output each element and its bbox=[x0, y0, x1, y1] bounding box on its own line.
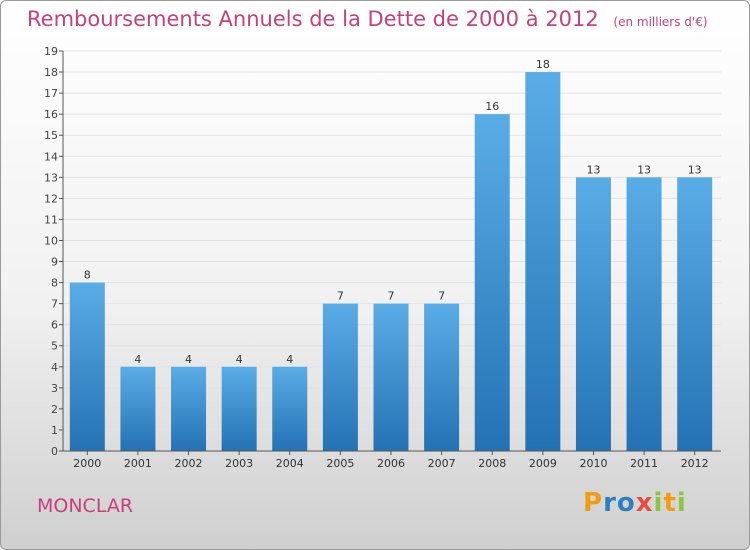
x-tick-label-2001: 2001 bbox=[124, 457, 152, 470]
bar-2006 bbox=[373, 303, 409, 451]
data-label-2004: 4 bbox=[286, 353, 293, 366]
data-label-2005: 7 bbox=[337, 290, 344, 303]
x-tick-label-2003: 2003 bbox=[225, 457, 253, 470]
logo-letter: i bbox=[676, 488, 687, 518]
bar-2007 bbox=[424, 303, 460, 451]
y-tick-label: 12 bbox=[44, 192, 58, 205]
x-tick-label-2000: 2000 bbox=[73, 457, 101, 470]
x-tick-label-2005: 2005 bbox=[326, 457, 354, 470]
chart-unit: (en milliers d'€) bbox=[613, 15, 708, 29]
data-label-2010: 13 bbox=[586, 163, 600, 176]
logo-letter: x bbox=[635, 488, 654, 518]
bar-2011 bbox=[626, 177, 662, 451]
x-tick-label-2006: 2006 bbox=[377, 457, 405, 470]
x-tick-label-2009: 2009 bbox=[529, 457, 557, 470]
y-tick-label: 18 bbox=[44, 66, 58, 79]
x-tick-label-2004: 2004 bbox=[276, 457, 304, 470]
y-tick-label: 10 bbox=[44, 234, 58, 247]
y-tick-label: 0 bbox=[51, 445, 58, 458]
y-tick-label: 8 bbox=[51, 277, 58, 290]
bar-2002 bbox=[171, 366, 207, 451]
bar-2003 bbox=[221, 366, 257, 451]
data-label-2001: 4 bbox=[134, 353, 141, 366]
bar-2008 bbox=[474, 114, 510, 451]
data-label-2006: 7 bbox=[388, 290, 395, 303]
y-tick-label: 14 bbox=[44, 150, 58, 163]
bar-2000 bbox=[69, 282, 105, 451]
y-tick-label: 9 bbox=[51, 256, 58, 269]
x-tick-label-2011: 2011 bbox=[630, 457, 658, 470]
logo-letter: i bbox=[653, 488, 664, 518]
data-label-2009: 18 bbox=[536, 58, 550, 71]
x-axis: 2000 2001 2002 2003 2004 2005 2006 2007 2008 2009… bbox=[63, 450, 721, 470]
town-name: MONCLAR bbox=[37, 495, 134, 517]
y-tick-label: 7 bbox=[51, 298, 58, 311]
data-label-2008: 16 bbox=[485, 100, 499, 113]
data-label-2000: 8 bbox=[84, 269, 91, 282]
x-tick-label-2012: 2012 bbox=[681, 457, 709, 470]
y-tick-label: 1 bbox=[51, 424, 58, 437]
y-tick-label: 19 bbox=[44, 45, 58, 58]
bar-2010 bbox=[575, 177, 611, 451]
bar-2001 bbox=[120, 366, 156, 451]
y-tick-label: 13 bbox=[44, 171, 58, 184]
y-tick-label: 17 bbox=[44, 87, 58, 100]
data-label-2012: 13 bbox=[688, 163, 702, 176]
x-tick-label-2008: 2008 bbox=[478, 457, 506, 470]
y-tick-label: 3 bbox=[51, 382, 58, 395]
y-tick-label: 2 bbox=[51, 403, 58, 416]
data-label-2007: 7 bbox=[438, 290, 445, 303]
y-tick-label: 4 bbox=[51, 361, 58, 374]
data-label-2011: 13 bbox=[637, 163, 651, 176]
y-tick-label: 6 bbox=[51, 319, 58, 332]
x-tick-label-2007: 2007 bbox=[428, 457, 456, 470]
y-tick-label: 15 bbox=[44, 129, 58, 142]
chart-title: Remboursements Annuels de la Dette de 20… bbox=[27, 7, 708, 31]
bar-2004 bbox=[272, 366, 308, 451]
data-label-2002: 4 bbox=[185, 353, 192, 366]
bars-group: 8 4 4 4 4 7 7 7 16 18 13 13 13 bbox=[69, 58, 713, 451]
bar-2012 bbox=[677, 177, 713, 451]
bar-2009 bbox=[525, 72, 561, 451]
y-tick-label: 16 bbox=[44, 108, 58, 121]
logo-letter: o bbox=[616, 488, 636, 518]
chart-title-text: Remboursements Annuels de la Dette de 20… bbox=[27, 7, 599, 31]
y-tick-label: 11 bbox=[44, 213, 58, 226]
x-tick-label-2002: 2002 bbox=[175, 457, 203, 470]
logo-letter: t bbox=[663, 488, 677, 518]
logo-letter: P bbox=[583, 488, 604, 518]
bar-2005 bbox=[322, 303, 358, 451]
y-tick-label: 5 bbox=[51, 340, 58, 353]
data-label-2003: 4 bbox=[236, 353, 243, 366]
proxiti-logo[interactable]: Proxiti bbox=[583, 488, 687, 518]
x-tick-label-2010: 2010 bbox=[579, 457, 607, 470]
logo-letter: r bbox=[603, 488, 617, 518]
